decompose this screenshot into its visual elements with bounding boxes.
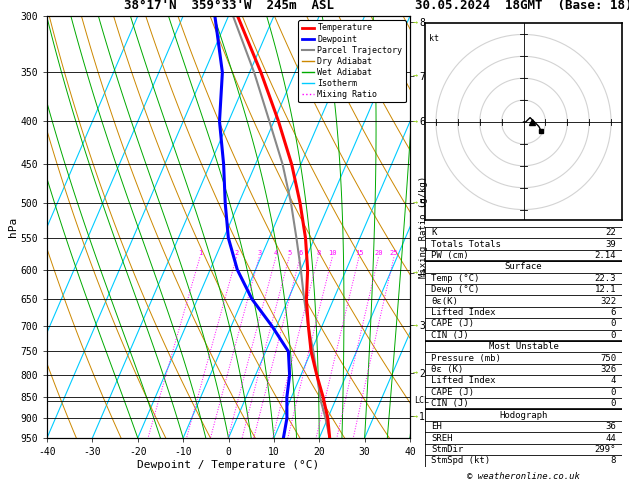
Text: 25: 25 bbox=[390, 250, 398, 256]
Text: StmDir: StmDir bbox=[431, 445, 463, 454]
Text: 4: 4 bbox=[274, 250, 278, 256]
Text: 22: 22 bbox=[605, 228, 616, 237]
Text: 36: 36 bbox=[605, 422, 616, 431]
Text: 30.05.2024  18GMT  (Base: 18): 30.05.2024 18GMT (Base: 18) bbox=[415, 0, 629, 12]
Text: 6: 6 bbox=[611, 308, 616, 317]
Text: Totals Totals: Totals Totals bbox=[431, 240, 501, 248]
Y-axis label: hPa: hPa bbox=[8, 217, 18, 237]
Text: →: → bbox=[413, 268, 418, 278]
Text: EH: EH bbox=[431, 422, 442, 431]
Legend: Temperature, Dewpoint, Parcel Trajectory, Dry Adiabat, Wet Adiabat, Isotherm, Mi: Temperature, Dewpoint, Parcel Trajectory… bbox=[298, 20, 406, 103]
Text: Pressure (mb): Pressure (mb) bbox=[431, 354, 501, 363]
Text: Temp (°C): Temp (°C) bbox=[431, 274, 479, 283]
Text: CAPE (J): CAPE (J) bbox=[431, 319, 474, 329]
Text: Dewp (°C): Dewp (°C) bbox=[431, 285, 479, 294]
Text: Lifted Index: Lifted Index bbox=[431, 377, 496, 385]
Text: 8: 8 bbox=[611, 456, 616, 466]
Text: LCL: LCL bbox=[414, 396, 429, 405]
Text: Hodograph: Hodograph bbox=[499, 411, 548, 420]
Text: 5: 5 bbox=[287, 250, 291, 256]
Text: 326: 326 bbox=[600, 365, 616, 374]
Text: 0: 0 bbox=[611, 331, 616, 340]
X-axis label: Dewpoint / Temperature (°C): Dewpoint / Temperature (°C) bbox=[137, 460, 320, 470]
Text: 39: 39 bbox=[605, 240, 616, 248]
Text: →: → bbox=[413, 412, 418, 421]
Text: PW (cm): PW (cm) bbox=[431, 251, 469, 260]
Text: θε (K): θε (K) bbox=[431, 365, 463, 374]
Text: 15: 15 bbox=[355, 250, 364, 256]
Text: CIN (J): CIN (J) bbox=[431, 331, 469, 340]
Text: →: → bbox=[413, 198, 418, 208]
Text: 299°: 299° bbox=[594, 445, 616, 454]
Text: 22.3: 22.3 bbox=[594, 274, 616, 283]
Text: Most Unstable: Most Unstable bbox=[489, 342, 559, 351]
Text: →: → bbox=[413, 117, 418, 126]
Text: km
ASL: km ASL bbox=[413, 0, 431, 1]
Text: 12.1: 12.1 bbox=[594, 285, 616, 294]
Text: 1: 1 bbox=[198, 250, 203, 256]
Text: θε(K): θε(K) bbox=[431, 296, 458, 306]
Text: 10: 10 bbox=[328, 250, 337, 256]
Text: 4: 4 bbox=[611, 377, 616, 385]
Text: →: → bbox=[413, 368, 418, 377]
Text: 0: 0 bbox=[611, 388, 616, 397]
Text: StmSpd (kt): StmSpd (kt) bbox=[431, 456, 490, 466]
Text: K: K bbox=[431, 228, 437, 237]
Text: 750: 750 bbox=[600, 354, 616, 363]
Text: 6: 6 bbox=[298, 250, 303, 256]
Text: 8: 8 bbox=[316, 250, 320, 256]
Text: 322: 322 bbox=[600, 296, 616, 306]
Text: kt: kt bbox=[430, 35, 440, 43]
Text: 2.14: 2.14 bbox=[594, 251, 616, 260]
Text: Mixing Ratio (g/kg): Mixing Ratio (g/kg) bbox=[420, 176, 428, 278]
Text: 2: 2 bbox=[235, 250, 239, 256]
Text: 44: 44 bbox=[605, 434, 616, 443]
Text: SREH: SREH bbox=[431, 434, 452, 443]
Text: © weatheronline.co.uk: © weatheronline.co.uk bbox=[467, 472, 580, 481]
Text: 20: 20 bbox=[374, 250, 383, 256]
Text: 3: 3 bbox=[257, 250, 262, 256]
Text: CAPE (J): CAPE (J) bbox=[431, 388, 474, 397]
Text: →: → bbox=[413, 71, 418, 80]
Text: Surface: Surface bbox=[504, 262, 542, 271]
Text: →: → bbox=[413, 321, 418, 330]
Text: CIN (J): CIN (J) bbox=[431, 399, 469, 408]
Text: 38°17'N  359°33'W  245m  ASL: 38°17'N 359°33'W 245m ASL bbox=[123, 0, 333, 12]
Text: Lifted Index: Lifted Index bbox=[431, 308, 496, 317]
Text: 0: 0 bbox=[611, 399, 616, 408]
Text: 0: 0 bbox=[611, 319, 616, 329]
Text: →: → bbox=[413, 17, 418, 27]
